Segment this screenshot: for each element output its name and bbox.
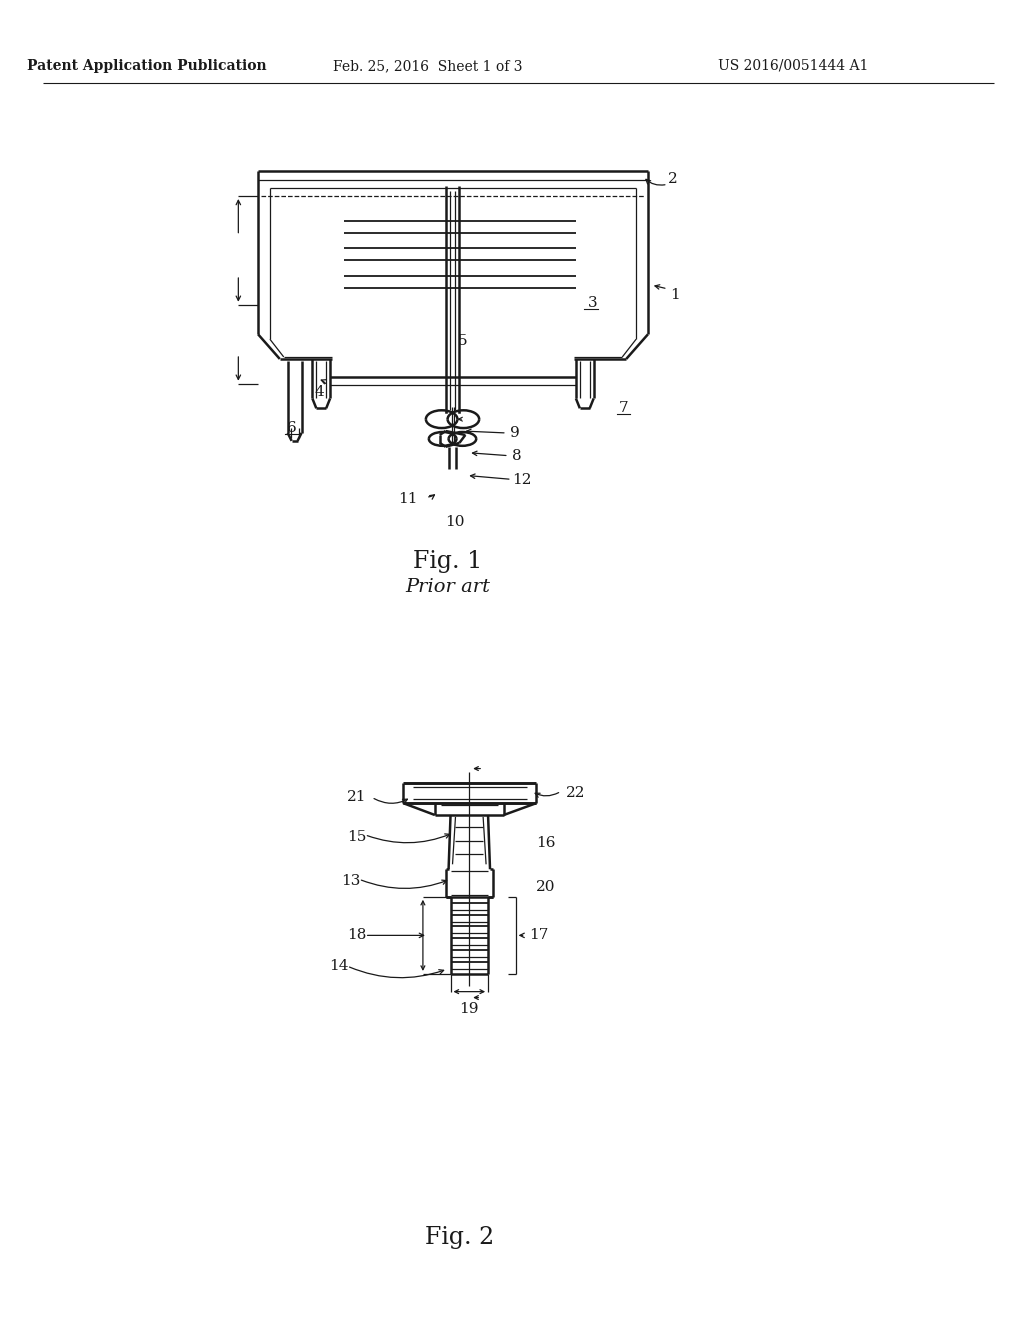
Text: 14: 14: [330, 958, 349, 973]
Text: 15: 15: [347, 830, 367, 843]
Text: Prior art: Prior art: [406, 578, 490, 595]
Text: 20: 20: [537, 880, 556, 894]
Text: 12: 12: [512, 474, 531, 487]
Text: 16: 16: [537, 836, 556, 850]
Text: 21: 21: [347, 791, 367, 804]
Text: 22: 22: [566, 787, 586, 800]
Text: Patent Application Publication: Patent Application Publication: [27, 59, 266, 73]
Text: 10: 10: [444, 515, 464, 529]
Text: Fig. 2: Fig. 2: [425, 1226, 494, 1249]
Text: 1: 1: [670, 288, 680, 302]
Text: 5: 5: [458, 334, 467, 348]
Text: 2: 2: [668, 173, 678, 186]
Text: Fig. 1: Fig. 1: [413, 550, 482, 573]
Text: 7: 7: [618, 401, 628, 416]
Text: Feb. 25, 2016  Sheet 1 of 3: Feb. 25, 2016 Sheet 1 of 3: [333, 59, 522, 73]
Text: 4: 4: [314, 384, 325, 399]
Text: 17: 17: [529, 928, 549, 942]
Text: 9: 9: [510, 426, 519, 440]
Text: 19: 19: [460, 1002, 479, 1016]
Text: 13: 13: [341, 874, 360, 888]
Text: 18: 18: [347, 928, 367, 942]
Text: 8: 8: [512, 449, 521, 463]
Text: 6: 6: [287, 421, 297, 436]
Text: US 2016/0051444 A1: US 2016/0051444 A1: [718, 59, 868, 73]
Text: 3: 3: [588, 296, 597, 310]
Text: 11: 11: [398, 492, 418, 506]
